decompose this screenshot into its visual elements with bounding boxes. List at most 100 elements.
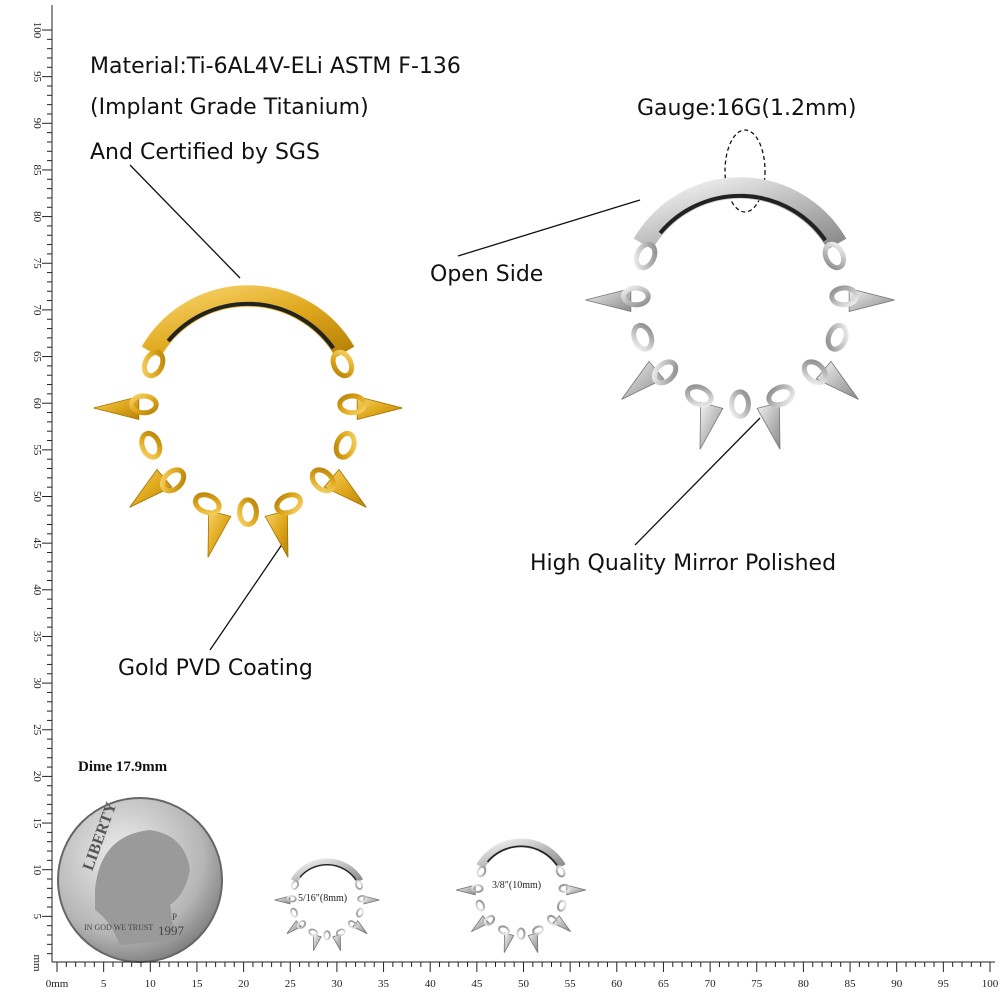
ruler-label: 10 <box>31 864 43 876</box>
ring-link <box>475 899 486 912</box>
ring-link <box>801 359 829 386</box>
ruler-label: 60 <box>31 398 43 410</box>
ruler-label: 90 <box>891 978 903 990</box>
gold-text: Gold PVD Coating <box>118 656 313 681</box>
polished-text: High Quality Mirror Polished <box>530 551 836 576</box>
ring-link <box>309 467 337 494</box>
ruler-label: 20 <box>238 978 250 990</box>
ruler-label: 25 <box>31 724 43 736</box>
ring-spike <box>527 932 539 953</box>
ruler-label: 35 <box>31 631 43 643</box>
coin-motto: IN GOD WE TRUST <box>84 923 153 932</box>
ruler-label: 50 <box>518 978 530 990</box>
ring-link <box>139 430 163 460</box>
ruler-label: 10 <box>145 978 157 990</box>
ring-band <box>476 838 566 869</box>
ruler-label: 0mm <box>46 978 69 990</box>
ring-link <box>516 927 526 940</box>
ruler-label: 75 <box>751 978 763 990</box>
certified-text: And Certified by SGS <box>90 140 320 165</box>
dime-coin: LIBERTY IN GOD WE TRUST 1997 P <box>57 797 223 963</box>
ring <box>456 838 586 953</box>
ring-link <box>476 865 487 878</box>
ruler-label: 80 <box>31 211 43 223</box>
ring-link <box>631 322 655 352</box>
ring-spike <box>699 401 724 450</box>
ring-link <box>286 895 297 903</box>
ring-link <box>825 322 849 352</box>
ring-link <box>633 241 658 271</box>
ring-band <box>290 858 364 883</box>
material-text: Material:Ti-6AL4V-ELi ASTM F-136 <box>90 54 461 79</box>
ruler-label: 65 <box>658 978 670 990</box>
ring-spike <box>274 895 291 905</box>
ring-link <box>729 389 751 420</box>
ruler-label: 35 <box>378 978 390 990</box>
size-small-text: 5/16"(8mm) <box>298 893 347 904</box>
ring-link <box>471 883 484 894</box>
ruler-label: 50 <box>31 491 43 503</box>
leader-line <box>129 164 241 279</box>
ring-link <box>558 883 571 894</box>
ring-link <box>555 865 566 878</box>
gauge-text: Gauge:16G(1.2mm) <box>637 96 856 121</box>
ring-link <box>337 393 367 416</box>
ring-link <box>355 880 364 890</box>
ruler-label: 85 <box>31 164 43 176</box>
ring-link <box>274 492 304 516</box>
ring-link <box>237 497 259 527</box>
ring-spike <box>503 932 515 953</box>
ring-spike <box>585 288 632 312</box>
ruler-label: 45 <box>471 978 483 990</box>
ruler-label: 100 <box>982 978 999 990</box>
ring-link <box>290 907 298 918</box>
ring-seam <box>299 864 357 881</box>
ring-link <box>141 349 166 379</box>
ruler-label: 30 <box>31 678 43 690</box>
ring-link <box>556 899 567 912</box>
ring-link <box>497 925 510 936</box>
ring-link <box>333 430 357 460</box>
ruler-label: 30 <box>331 978 343 990</box>
ring <box>93 285 403 558</box>
ring-link <box>546 914 558 926</box>
ruler-label: 55 <box>31 444 43 456</box>
ring-spike <box>264 509 289 558</box>
ring-link <box>621 285 651 308</box>
ring-link <box>297 920 307 929</box>
ruler-label: 75 <box>31 258 43 270</box>
coin-year: 1997 <box>158 923 185 938</box>
ring-spike <box>756 401 781 450</box>
ring-spike <box>456 884 476 896</box>
gauge-marker <box>724 129 766 213</box>
ring-link <box>766 384 796 408</box>
ring-seam <box>486 845 558 866</box>
size-large-text: 3/8"(10mm) <box>492 880 541 891</box>
ring-spike <box>93 396 140 420</box>
ring-seam <box>658 193 827 242</box>
ring-link <box>308 928 319 937</box>
ring-spike <box>207 509 232 558</box>
ring-link <box>684 384 714 408</box>
ruler-label: 5 <box>101 978 107 990</box>
ruler-label: 25 <box>285 978 297 990</box>
ruler-label: 95 <box>31 71 43 83</box>
ring-spike <box>356 396 403 420</box>
coin-portrait <box>95 830 190 945</box>
coin-mint: P <box>172 912 177 922</box>
ruler-label: 100 <box>31 22 43 39</box>
leader-line <box>634 417 761 546</box>
ring-link <box>484 914 496 926</box>
ruler-label: 40 <box>425 978 437 990</box>
ring-link <box>829 285 859 308</box>
ring <box>274 858 380 951</box>
ruler-label: 90 <box>31 118 43 130</box>
ring-link <box>335 928 346 937</box>
ring-link <box>330 349 355 379</box>
ruler-label: 70 <box>705 978 717 990</box>
open-side-text: Open Side <box>430 262 543 287</box>
ruler-label: 5 <box>31 914 43 920</box>
ruler-label: 95 <box>938 978 950 990</box>
dime-text: Dime 17.9mm <box>78 759 168 775</box>
ruler-label: 20 <box>31 771 43 783</box>
